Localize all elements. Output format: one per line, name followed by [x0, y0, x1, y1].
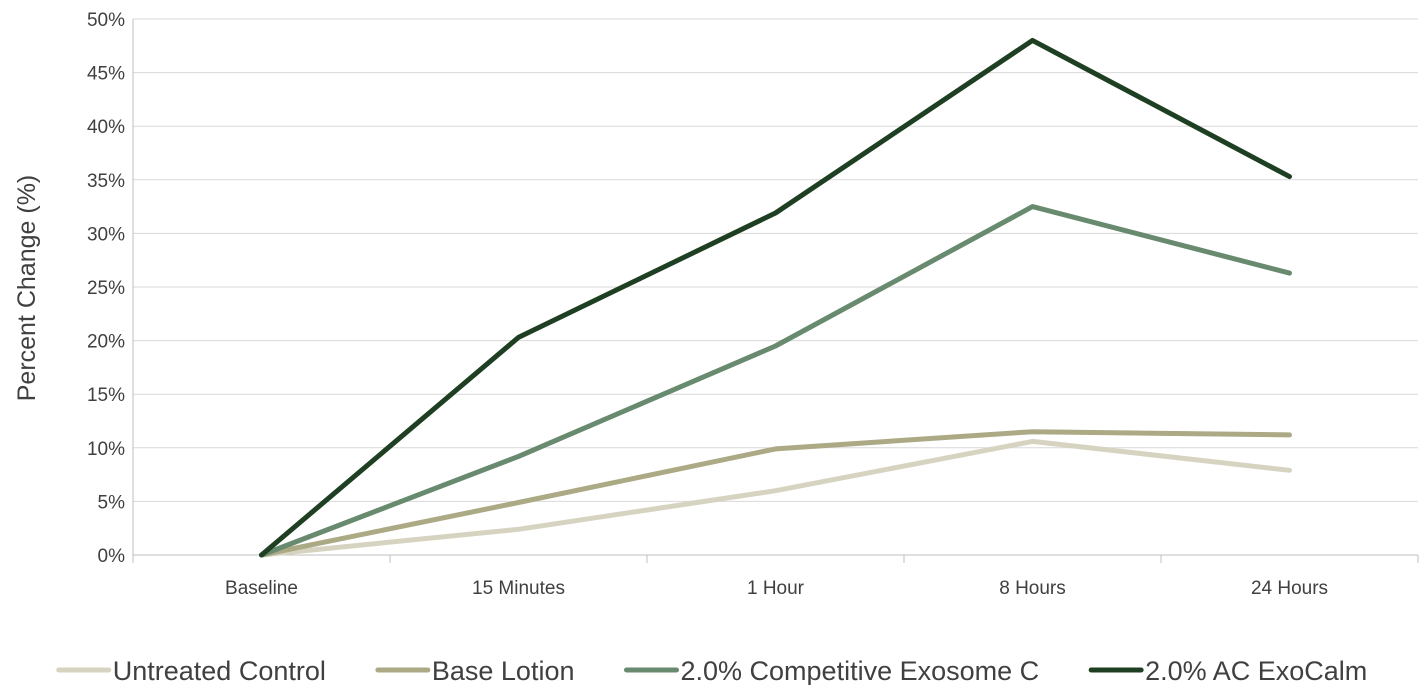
x-tick-label: 24 Hours — [1251, 578, 1328, 599]
series-line-3 — [259, 204, 1292, 558]
series-line-4 — [259, 37, 1292, 558]
y-tick-label: 0% — [98, 546, 126, 567]
x-tick-labels: Baseline 15 Minutes 1 Hour 8 Hours 24 Hours — [225, 578, 1328, 599]
legend: Untreated Control Base Lotion 2.0% Competi… — [56, 656, 1367, 685]
y-tick-label: 35% — [87, 171, 125, 192]
y-tick-label: 45% — [87, 64, 125, 85]
y-tick-label: 5% — [98, 492, 126, 513]
legend-label: 2.0% AC ExoCalm — [1145, 656, 1367, 685]
x-tick-label: Baseline — [225, 578, 298, 599]
y-tick-label: 20% — [87, 332, 125, 353]
gridlines — [133, 18, 1418, 502]
series-line-2 — [259, 429, 1292, 558]
y-tick-label: 40% — [87, 117, 125, 138]
series-lines — [259, 37, 1292, 558]
x-tick-label: 15 Minutes — [472, 578, 565, 599]
y-tick-label: 10% — [87, 439, 125, 460]
y-tick-label: 15% — [87, 385, 125, 406]
series-line-1 — [259, 438, 1292, 558]
legend-label: Untreated Control — [113, 656, 326, 685]
x-tick-label: 8 Hours — [999, 578, 1066, 599]
legend-label: Base Lotion — [432, 656, 575, 685]
y-tick-label: 25% — [87, 278, 125, 299]
y-tick-label: 30% — [87, 224, 125, 245]
axes — [132, 19, 1419, 563]
y-axis-title: Percent Change (%) — [13, 175, 41, 402]
y-tick-labels: 0% 5% 10% 15% 20% 25% 30% 35% 40% 45% 50% — [87, 10, 125, 567]
x-tick-label: 1 Hour — [747, 578, 805, 599]
legend-label: 2.0% Competitive Exosome C — [680, 656, 1039, 685]
y-tick-label: 50% — [87, 10, 125, 31]
